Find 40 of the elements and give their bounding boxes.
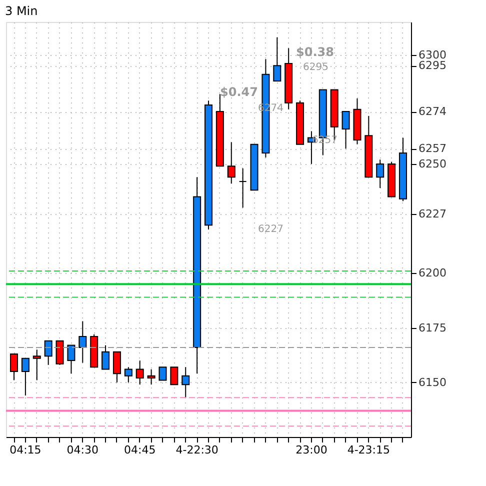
candlestick [376, 159, 384, 188]
candlestick [158, 366, 167, 381]
x-tick-label: 4-22:30 [176, 444, 218, 456]
y-tick-label: 6150 [418, 376, 446, 389]
candlestick [44, 340, 52, 366]
candlestick [170, 366, 178, 386]
candlestick [342, 111, 350, 150]
x-tick-label: 4-23:15 [347, 444, 390, 456]
y-tick-label: 6175 [418, 321, 446, 334]
y-tick-label: 6200 [418, 266, 446, 280]
candlestick [238, 168, 247, 208]
annotation: 6227 [258, 224, 284, 235]
candlestick [136, 360, 144, 386]
x-tick-label: 23:00 [296, 444, 328, 456]
candlestick [227, 142, 236, 184]
candlestick [112, 351, 121, 383]
y-tick-label: 6227 [418, 208, 446, 221]
y-tick-label: 6300 [418, 48, 446, 62]
annotation: $0.47 [220, 85, 258, 99]
y-tick-label: 6257 [418, 142, 446, 156]
annotation: 6295 [303, 62, 328, 73]
candlestick [67, 344, 76, 374]
candlestick [10, 354, 18, 381]
chart-title: 3 Min [5, 4, 38, 18]
candlestick [21, 358, 30, 396]
candlestick [273, 36, 282, 82]
x-tick-label: 04:15 [10, 444, 42, 456]
candlestick [56, 340, 64, 366]
x-tick-label: 04:30 [66, 444, 99, 456]
candlestick [32, 349, 41, 381]
y-tick-label: 6250 [418, 157, 446, 170]
candlestick [124, 366, 132, 383]
y-tick-label: 6295 [418, 59, 446, 72]
candlestick [102, 344, 110, 370]
x-tick-label: 04:45 [124, 444, 156, 456]
y-tick-label: 6274 [418, 105, 446, 118]
candlestick [182, 366, 190, 398]
annotation: $0.38 [296, 45, 334, 59]
candlestick [147, 368, 156, 386]
candlestick [78, 320, 87, 364]
